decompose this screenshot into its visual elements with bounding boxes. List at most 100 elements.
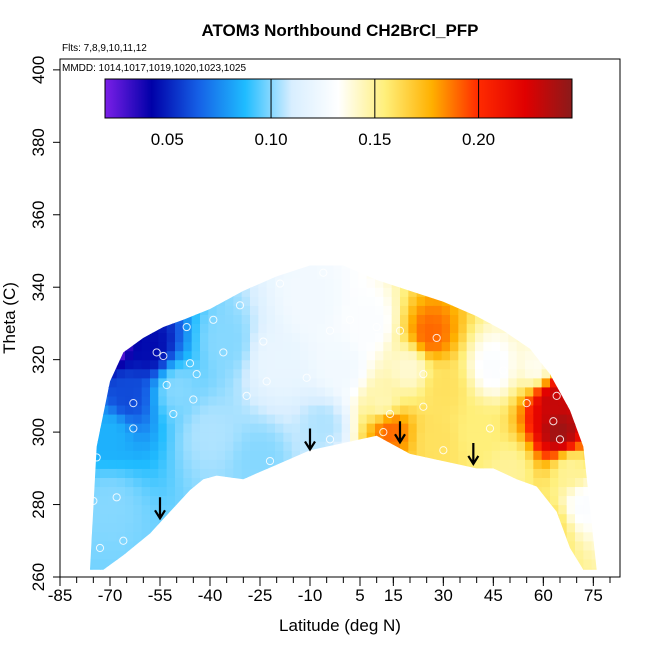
heat-cell xyxy=(233,341,243,352)
colorbar-separators xyxy=(270,79,480,118)
heat-cell xyxy=(150,287,159,297)
heat-cell xyxy=(116,413,126,424)
heat-cell xyxy=(566,495,576,506)
heat-cell xyxy=(541,549,551,560)
heat-cell xyxy=(266,377,276,388)
heat-cell xyxy=(525,486,534,497)
heat-cell xyxy=(491,450,501,460)
colorbar-tick-label: 0.10 xyxy=(254,130,287,149)
heat-cell xyxy=(216,450,226,460)
heat-cell xyxy=(450,359,459,370)
heat-cell xyxy=(500,323,509,334)
heat-cell xyxy=(491,359,501,370)
heat-cell xyxy=(466,341,476,352)
heat-cell xyxy=(341,504,351,515)
heat-cell xyxy=(216,332,226,343)
heat-cell xyxy=(258,305,268,315)
heat-cell xyxy=(316,265,326,270)
heat-cell xyxy=(441,314,451,325)
sample-point xyxy=(405,279,415,288)
heat-cell xyxy=(133,305,143,315)
heat-cell xyxy=(275,495,284,506)
heat-cell xyxy=(267,251,276,261)
heat-cell xyxy=(325,450,334,460)
heat-cell xyxy=(200,513,209,524)
heat-cell xyxy=(258,450,268,460)
heat-cell xyxy=(350,504,359,515)
heat-cell xyxy=(233,549,243,560)
heat-cell xyxy=(441,323,451,334)
heat-cell xyxy=(533,549,543,560)
heat-cell xyxy=(291,332,301,343)
heat-cell xyxy=(458,341,468,352)
heat-cell xyxy=(142,251,151,261)
heat-cell xyxy=(383,265,393,270)
heat-cell xyxy=(425,332,434,343)
heat-cell xyxy=(583,486,593,497)
heat-cell xyxy=(366,305,376,315)
heat-cell xyxy=(341,513,351,524)
heat-cell xyxy=(225,278,234,288)
heat-cell xyxy=(575,468,584,478)
heat-cell xyxy=(450,413,459,424)
heat-cell xyxy=(416,265,426,270)
heat-cell xyxy=(433,368,443,379)
heat-cell xyxy=(391,549,401,560)
heat-cell xyxy=(450,441,459,451)
heat-cell xyxy=(416,287,426,297)
heat-cell xyxy=(108,441,118,451)
heat-cell xyxy=(508,423,518,433)
heat-cell xyxy=(150,305,159,315)
heat-cell xyxy=(141,377,151,388)
heat-cell xyxy=(350,341,359,352)
heat-cell xyxy=(425,251,434,261)
heat-cell xyxy=(425,432,434,442)
heat-cell xyxy=(200,495,209,506)
heat-cell xyxy=(333,296,343,306)
heat-cell xyxy=(375,513,384,524)
heat-cell xyxy=(350,477,359,488)
heat-cell xyxy=(583,296,593,306)
heat-cell xyxy=(358,486,368,497)
heat-cell xyxy=(316,368,326,379)
heat-cell xyxy=(241,265,251,270)
heat-cell xyxy=(391,486,401,497)
heat-cell xyxy=(558,350,568,361)
heat-cell xyxy=(266,269,276,279)
heat-cell xyxy=(350,332,359,343)
heat-cell xyxy=(108,395,118,406)
heat-cell xyxy=(508,314,518,325)
heat-cell xyxy=(116,504,126,515)
heat-cell xyxy=(166,567,176,570)
heat-cell xyxy=(200,395,209,406)
heat-cell xyxy=(425,549,434,560)
heat-cell xyxy=(591,540,597,551)
heat-cell xyxy=(550,296,559,306)
heat-cell xyxy=(383,305,393,315)
heat-cell xyxy=(441,522,451,533)
heat-cell xyxy=(350,350,359,361)
heat-cell xyxy=(441,549,451,560)
sample-point xyxy=(159,351,168,361)
heat-cell xyxy=(150,450,159,460)
heat-cell xyxy=(566,423,576,433)
heat-cell xyxy=(466,441,476,451)
heat-cell xyxy=(141,314,151,325)
heat-cell xyxy=(375,450,384,460)
heat-cell xyxy=(191,423,201,433)
heat-cell xyxy=(416,504,426,515)
heat-cell xyxy=(408,404,418,415)
heat-cell xyxy=(433,567,443,570)
heat-cell xyxy=(191,341,201,352)
heat-cell xyxy=(258,495,268,506)
heat-cell xyxy=(450,323,459,334)
heat-cell xyxy=(200,368,209,379)
heat-cell xyxy=(208,423,218,433)
heat-cell xyxy=(133,341,143,352)
heat-cell xyxy=(350,359,359,370)
heat-cell xyxy=(333,540,343,551)
heat-cell xyxy=(508,305,518,315)
heat-cell xyxy=(475,522,484,533)
heat-cell xyxy=(350,468,359,478)
heat-cell xyxy=(583,350,593,361)
